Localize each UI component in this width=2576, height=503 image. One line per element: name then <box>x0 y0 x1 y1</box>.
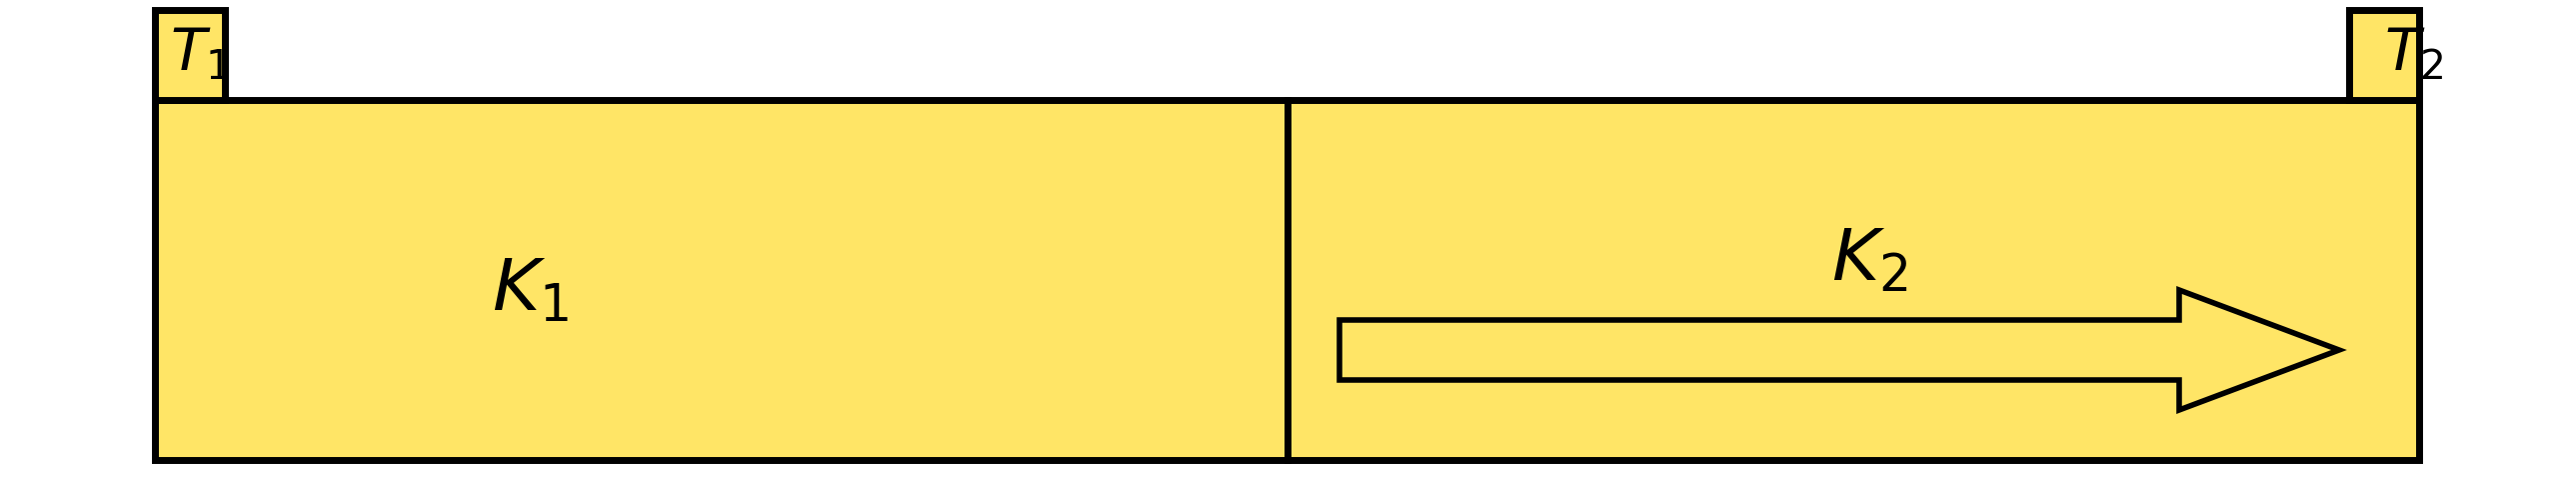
Text: $K_2$: $K_2$ <box>1832 225 1906 295</box>
Bar <box>155 100 2419 460</box>
Bar <box>155 100 2419 460</box>
Bar <box>2349 10 2419 100</box>
Text: $K_1$: $K_1$ <box>492 255 569 325</box>
Text: $T_2$: $T_2$ <box>2385 27 2445 83</box>
Text: $T_1$: $T_1$ <box>170 27 229 83</box>
Bar <box>155 10 224 100</box>
